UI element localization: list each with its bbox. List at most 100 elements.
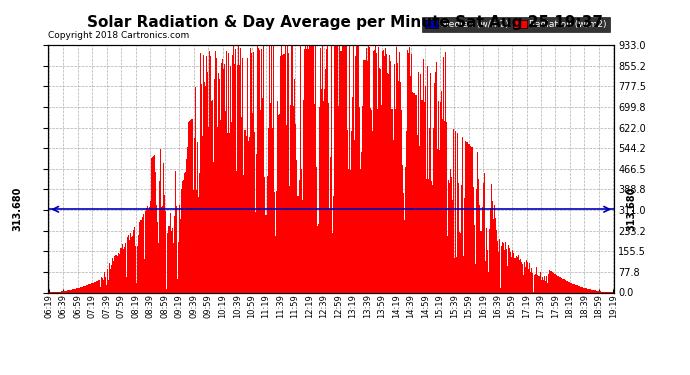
- Bar: [322, 45, 323, 292]
- Bar: [498, 252, 499, 292]
- Bar: [501, 246, 502, 292]
- Bar: [203, 52, 204, 292]
- Bar: [238, 46, 239, 292]
- Bar: [105, 276, 106, 292]
- Bar: [470, 145, 471, 292]
- Bar: [411, 54, 412, 292]
- Bar: [469, 144, 470, 292]
- Bar: [431, 181, 432, 292]
- Bar: [274, 128, 275, 292]
- Bar: [567, 281, 568, 292]
- Bar: [75, 289, 76, 292]
- Bar: [155, 172, 156, 292]
- Bar: [289, 186, 290, 292]
- Bar: [234, 63, 235, 292]
- Bar: [124, 247, 125, 292]
- Bar: [564, 280, 565, 292]
- Bar: [375, 50, 377, 292]
- Bar: [538, 276, 539, 292]
- Bar: [548, 274, 549, 292]
- Bar: [220, 120, 221, 292]
- Bar: [98, 280, 99, 292]
- Bar: [277, 102, 278, 292]
- Bar: [206, 56, 207, 292]
- Bar: [218, 73, 219, 292]
- Bar: [106, 268, 107, 292]
- Bar: [514, 258, 515, 292]
- Bar: [483, 183, 484, 292]
- Bar: [432, 185, 433, 292]
- Bar: [129, 240, 130, 292]
- Bar: [523, 275, 524, 292]
- Bar: [280, 56, 281, 292]
- Bar: [259, 50, 260, 292]
- Bar: [320, 48, 321, 292]
- Bar: [413, 93, 414, 292]
- Bar: [158, 243, 159, 292]
- Bar: [139, 222, 140, 292]
- Bar: [377, 109, 378, 292]
- Bar: [392, 48, 393, 292]
- Bar: [534, 275, 535, 292]
- Bar: [586, 288, 587, 292]
- Bar: [107, 269, 108, 292]
- Bar: [524, 260, 526, 292]
- Bar: [383, 51, 384, 292]
- Bar: [468, 143, 469, 292]
- Bar: [596, 291, 597, 292]
- Bar: [349, 45, 350, 292]
- Bar: [91, 283, 92, 292]
- Bar: [293, 106, 294, 292]
- Bar: [381, 69, 382, 292]
- Bar: [145, 211, 146, 292]
- Bar: [341, 51, 342, 292]
- Bar: [568, 282, 569, 292]
- Bar: [404, 194, 405, 292]
- Bar: [90, 284, 91, 292]
- Bar: [403, 193, 404, 292]
- Bar: [591, 290, 592, 292]
- Bar: [85, 286, 86, 292]
- Bar: [543, 280, 544, 292]
- Bar: [458, 183, 459, 292]
- Bar: [336, 45, 337, 292]
- Bar: [81, 287, 82, 292]
- Bar: [225, 111, 226, 292]
- Bar: [157, 222, 158, 292]
- Bar: [492, 201, 493, 292]
- Bar: [522, 258, 523, 292]
- Bar: [104, 272, 105, 292]
- Bar: [537, 275, 538, 292]
- Bar: [128, 234, 129, 292]
- Bar: [302, 201, 303, 292]
- Bar: [113, 261, 114, 292]
- Bar: [102, 278, 103, 292]
- Bar: [168, 226, 169, 292]
- Bar: [531, 268, 532, 292]
- Bar: [360, 199, 362, 292]
- Bar: [164, 195, 165, 292]
- Bar: [362, 106, 363, 292]
- Bar: [117, 256, 118, 292]
- Bar: [286, 126, 287, 292]
- Bar: [185, 184, 186, 292]
- Bar: [339, 45, 340, 292]
- Bar: [547, 283, 548, 292]
- Bar: [294, 79, 295, 292]
- Bar: [571, 283, 572, 292]
- Bar: [266, 214, 267, 292]
- Bar: [88, 285, 89, 292]
- Bar: [76, 288, 77, 292]
- Bar: [346, 45, 347, 292]
- Bar: [233, 46, 234, 292]
- Bar: [358, 45, 359, 292]
- Bar: [323, 101, 324, 292]
- Bar: [310, 49, 311, 292]
- Bar: [539, 276, 540, 292]
- Bar: [456, 257, 457, 292]
- Bar: [96, 281, 97, 292]
- Bar: [518, 255, 519, 292]
- Bar: [299, 150, 300, 292]
- Bar: [210, 102, 211, 292]
- Bar: [244, 130, 245, 292]
